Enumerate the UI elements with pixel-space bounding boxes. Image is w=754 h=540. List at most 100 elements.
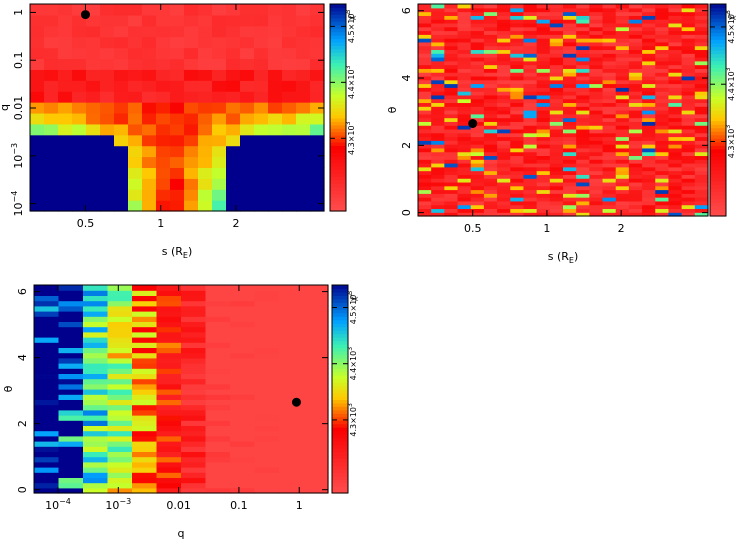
heatmap-cell bbox=[212, 156, 227, 169]
heatmap-cell bbox=[34, 420, 60, 426]
heatmap-cell bbox=[602, 125, 617, 130]
heatmap-cell bbox=[483, 140, 498, 145]
heatmap-cell bbox=[563, 200, 577, 206]
heatmap-cell bbox=[254, 394, 280, 400]
heatmap-cell bbox=[418, 208, 432, 213]
colorbar-step bbox=[330, 162, 346, 167]
heatmap-cell bbox=[536, 155, 551, 160]
heatmap-cell bbox=[83, 435, 109, 442]
heatmap-cell bbox=[615, 34, 630, 39]
heatmap-cell bbox=[589, 60, 604, 66]
heatmap-cell bbox=[589, 11, 604, 16]
heatmap-cell bbox=[681, 60, 696, 66]
heatmap-cell bbox=[418, 102, 432, 107]
heatmap-cell bbox=[536, 147, 551, 153]
heatmap-cell bbox=[523, 144, 538, 149]
heatmap-cell bbox=[107, 373, 133, 380]
heatmap-cell bbox=[418, 60, 432, 66]
heatmap-cell bbox=[181, 420, 207, 426]
heatmap-cell bbox=[107, 456, 133, 463]
heatmap-cell bbox=[156, 378, 182, 385]
heatmap-cell bbox=[642, 208, 656, 213]
heatmap-cell bbox=[483, 11, 498, 16]
heatmap-cell bbox=[58, 394, 84, 400]
heatmap-cell bbox=[72, 36, 87, 49]
heatmap-cell bbox=[536, 60, 551, 66]
heatmap-cell bbox=[470, 41, 485, 47]
heatmap-cell bbox=[602, 83, 617, 88]
heatmap-cell bbox=[470, 64, 485, 69]
heatmap-cell bbox=[668, 125, 683, 130]
heatmap-cell bbox=[230, 420, 256, 426]
heatmap-cell bbox=[523, 200, 538, 206]
heatmap-cell bbox=[642, 212, 656, 217]
heatmap-cell bbox=[642, 155, 656, 160]
heatmap-cell bbox=[34, 368, 60, 374]
heatmap-cell bbox=[34, 295, 60, 302]
heatmap-cell bbox=[602, 208, 617, 213]
colorbar-step bbox=[330, 169, 346, 174]
heatmap-cell bbox=[418, 94, 432, 100]
heatmap-cell bbox=[536, 200, 551, 206]
heatmap-cell bbox=[279, 383, 305, 390]
heatmap-cell bbox=[470, 11, 485, 16]
heatmap-cell bbox=[681, 189, 696, 194]
heatmap-cell bbox=[655, 166, 670, 172]
heatmap-cell bbox=[444, 53, 459, 58]
heatmap-cell bbox=[576, 68, 590, 73]
heatmap-cell bbox=[181, 451, 207, 458]
heatmap-cell bbox=[523, 87, 538, 92]
heatmap-cell bbox=[549, 125, 564, 130]
heatmap-cell bbox=[44, 156, 59, 169]
heatmap-cell bbox=[132, 295, 158, 302]
heatmap-cell bbox=[107, 290, 133, 296]
heatmap-cell bbox=[58, 112, 73, 125]
heatmap-cell bbox=[303, 311, 329, 317]
heatmap-cell bbox=[589, 181, 604, 187]
heatmap-cell bbox=[497, 45, 511, 51]
heatmap-cell bbox=[668, 117, 683, 122]
heatmap-cell bbox=[100, 145, 115, 158]
heatmap-cell bbox=[628, 166, 643, 172]
heatmap-cell bbox=[655, 185, 670, 191]
heatmap-cell bbox=[431, 208, 445, 213]
heatmap-cell bbox=[100, 69, 115, 81]
heatmap-cell bbox=[497, 60, 511, 66]
heatmap-cell bbox=[576, 208, 590, 213]
heatmap-cell bbox=[431, 212, 445, 217]
heatmap-cell bbox=[602, 128, 617, 134]
heatmap-cell bbox=[681, 106, 696, 111]
colorbar-step bbox=[332, 385, 348, 390]
heatmap-cell bbox=[254, 456, 280, 463]
heatmap-cell bbox=[184, 134, 199, 147]
heatmap-cell bbox=[296, 91, 311, 103]
colorbar-step bbox=[332, 350, 348, 355]
heatmap-cell bbox=[58, 409, 84, 416]
heatmap-cell bbox=[642, 45, 656, 51]
heatmap-cell bbox=[589, 83, 604, 88]
colorbar-step bbox=[332, 402, 348, 407]
heatmap-cell bbox=[563, 91, 577, 96]
heatmap-cell bbox=[549, 49, 564, 54]
heatmap-cell bbox=[523, 193, 538, 198]
heatmap-cell bbox=[156, 451, 182, 458]
heatmap-cell bbox=[431, 166, 445, 172]
colorbar-step bbox=[330, 186, 346, 191]
heatmap-cell bbox=[536, 11, 551, 16]
heatmap-cell bbox=[181, 311, 207, 317]
heatmap-cell bbox=[497, 53, 511, 58]
heatmap-cell bbox=[86, 200, 101, 212]
heatmap-cell bbox=[694, 79, 709, 85]
heatmap-cell bbox=[576, 60, 590, 66]
heatmap-cell bbox=[563, 30, 577, 35]
colorbar-step bbox=[330, 142, 346, 147]
heatmap-cell bbox=[170, 58, 185, 70]
heatmap-cell bbox=[254, 300, 280, 307]
heatmap-cell bbox=[431, 159, 445, 164]
colorbar-step bbox=[332, 298, 348, 303]
heatmap-cell bbox=[418, 178, 432, 183]
heatmap-cell bbox=[212, 58, 227, 70]
heatmap-cell bbox=[536, 178, 551, 183]
heatmap-cell bbox=[470, 83, 485, 88]
heatmap-cell bbox=[510, 26, 525, 32]
